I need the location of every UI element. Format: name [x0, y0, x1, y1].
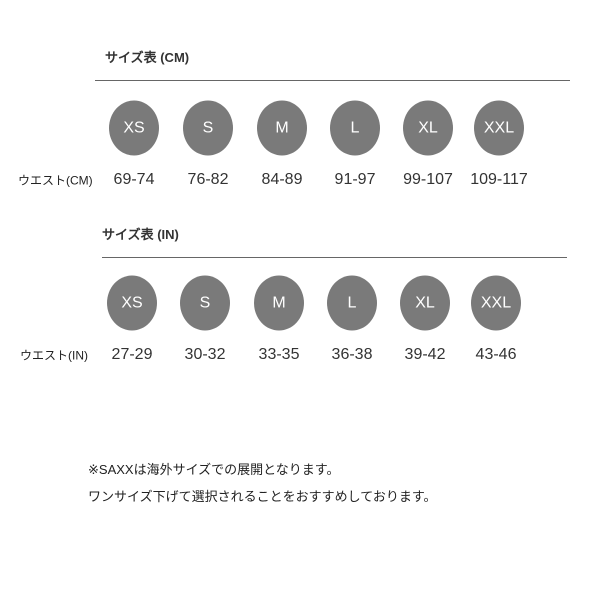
- waist-value-xs: 69-74: [113, 171, 155, 188]
- size-circle-l: L: [327, 275, 377, 331]
- waist-value-xl: 39-42: [404, 346, 446, 363]
- size-circle-s: S: [180, 275, 230, 331]
- waist-value-xl: 99-107: [403, 171, 453, 188]
- size-circle-xs: XS: [109, 100, 159, 156]
- size-circle-m: M: [254, 275, 304, 331]
- note-line: ワンサイズ下げて選択されることをおすすめしております。: [88, 489, 437, 504]
- waist-value-m: 33-35: [258, 346, 300, 363]
- size-circle-l: L: [330, 100, 380, 156]
- size-circle-xl: XL: [403, 100, 453, 156]
- waist-value-l: 91-97: [334, 171, 376, 188]
- waist-value-xs: 27-29: [111, 346, 153, 363]
- size-circle-xl: XL: [400, 275, 450, 331]
- divider: [95, 80, 570, 81]
- section-title: サイズ表 (IN): [102, 227, 179, 242]
- row-label: ウエスト(CM): [18, 173, 93, 188]
- waist-value-xxl: 109-117: [470, 171, 528, 188]
- waist-value-l: 36-38: [331, 346, 373, 363]
- waist-value-s: 76-82: [187, 171, 229, 188]
- size-circle-xxl: XXL: [471, 275, 521, 331]
- size-circle-xxl: XXL: [474, 100, 524, 156]
- note-line: ※SAXXは海外サイズでの展開となります。: [88, 462, 340, 477]
- row-label: ウエスト(IN): [20, 348, 88, 363]
- waist-value-s: 30-32: [184, 346, 226, 363]
- waist-value-m: 84-89: [261, 171, 303, 188]
- section-title: サイズ表 (CM): [105, 50, 190, 65]
- size-circle-s: S: [183, 100, 233, 156]
- size-circle-xs: XS: [107, 275, 157, 331]
- size-circle-m: M: [257, 100, 307, 156]
- divider: [102, 257, 567, 258]
- waist-value-xxl: 43-46: [475, 346, 517, 363]
